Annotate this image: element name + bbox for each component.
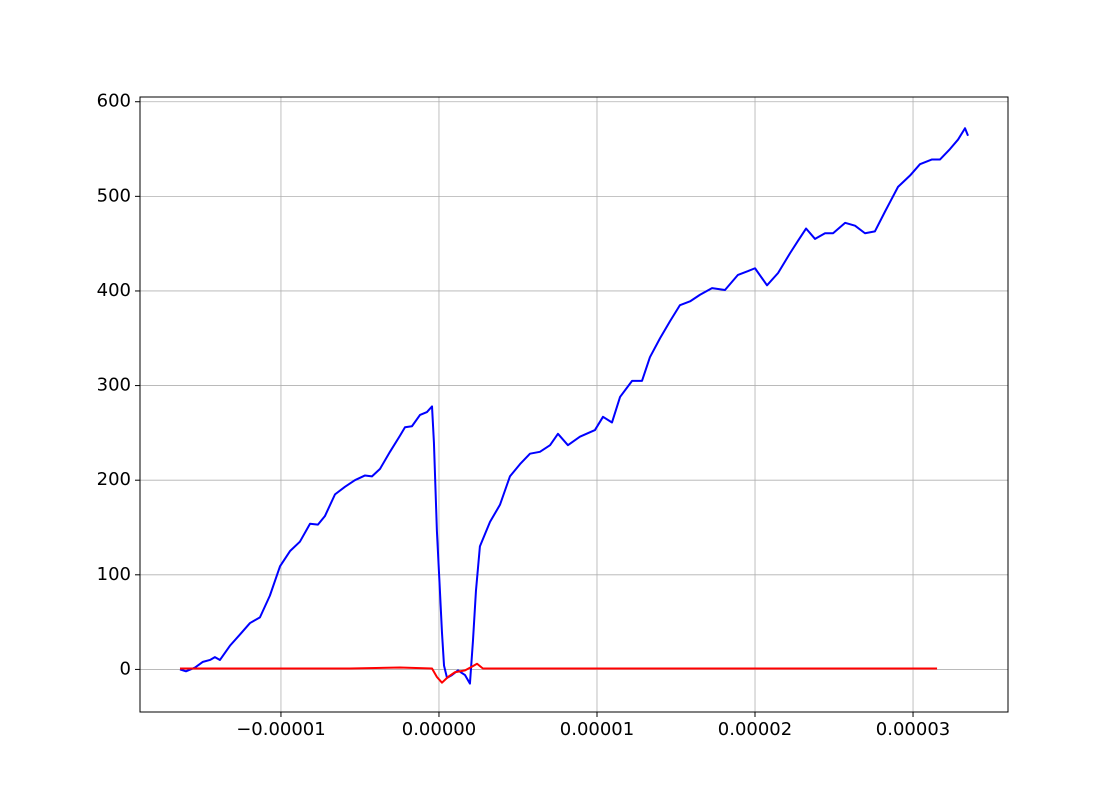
- x-tick-label: 0.00000: [402, 719, 476, 740]
- x-tick-label: 0.00003: [876, 719, 950, 740]
- series-line: [179, 127, 969, 685]
- x-tick-label: −0.00001: [236, 719, 326, 740]
- y-tick-label: 0: [120, 658, 131, 679]
- x-tick-label: 0.00001: [560, 719, 634, 740]
- y-tick-label: 200: [97, 469, 131, 490]
- y-tick-label: 500: [97, 185, 131, 206]
- x-tick-label: 0.00002: [718, 719, 792, 740]
- series-line: [179, 662, 938, 684]
- y-tick-label: 300: [97, 375, 131, 396]
- y-tick-label: 400: [97, 280, 131, 301]
- plot-frame: [139, 96, 1009, 713]
- y-tick-label: 600: [97, 91, 131, 112]
- y-tick-label: 100: [97, 564, 131, 585]
